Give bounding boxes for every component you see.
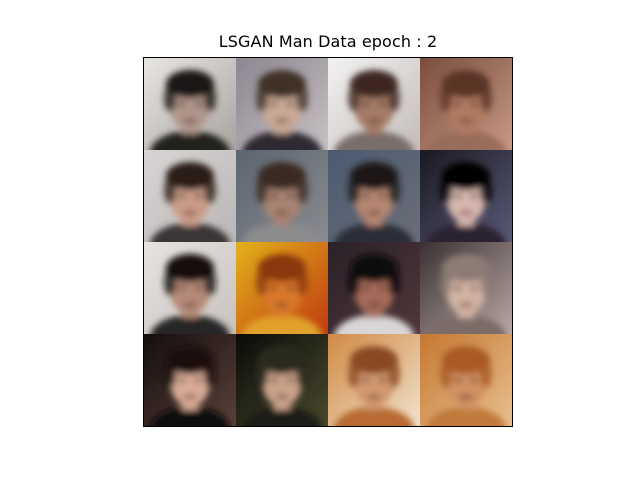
generated-face-image — [420, 150, 512, 242]
generated-face-image — [420, 334, 512, 426]
generated-face-image — [144, 58, 236, 150]
generated-face-tile — [236, 58, 328, 150]
generated-face-image — [144, 150, 236, 242]
image-grid-tiles — [144, 58, 512, 426]
generated-image-grid — [143, 57, 513, 427]
figure-title: LSGAN Man Data epoch : 2 — [218, 32, 438, 51]
generated-face-image — [236, 242, 328, 334]
generated-face-tile — [328, 334, 420, 426]
generated-face-tile — [420, 242, 512, 334]
generated-face-image — [144, 242, 236, 334]
generated-face-image — [420, 58, 512, 150]
generated-face-image — [328, 242, 420, 334]
generated-face-image — [328, 150, 420, 242]
generated-face-tile — [144, 58, 236, 150]
generated-face-tile — [144, 150, 236, 242]
generated-face-tile — [328, 58, 420, 150]
generated-face-tile — [236, 242, 328, 334]
generated-face-tile — [328, 242, 420, 334]
generated-face-tile — [236, 150, 328, 242]
generated-face-tile — [144, 334, 236, 426]
generated-face-tile — [420, 58, 512, 150]
generated-face-tile — [236, 334, 328, 426]
generated-face-tile — [420, 334, 512, 426]
generated-face-image — [236, 334, 328, 426]
generated-face-image — [236, 150, 328, 242]
generated-face-image — [236, 58, 328, 150]
generated-face-tile — [420, 150, 512, 242]
generated-face-image — [144, 334, 236, 426]
generated-face-tile — [328, 150, 420, 242]
generated-face-image — [328, 58, 420, 150]
generated-face-image — [328, 334, 420, 426]
generated-face-image — [420, 242, 512, 334]
generated-face-tile — [144, 242, 236, 334]
